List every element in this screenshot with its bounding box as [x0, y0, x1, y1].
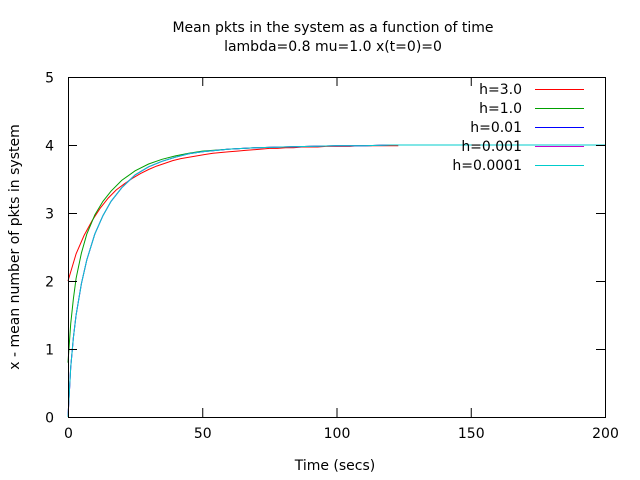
legend: h=3.0 h=1.0 h=0.01 h=0.001 h=0.0001 [452, 82, 584, 174]
x-tick-label: 150 [458, 426, 485, 442]
legend-label: h=0.0001 [452, 158, 522, 174]
chart-subtitle: lambda=0.8 mu=1.0 x(t=0)=0 [224, 39, 442, 55]
series-line-1 [67, 144, 605, 363]
y-axis-label: x - mean number of pkts in system [7, 124, 23, 369]
y-tick-label: 0 [45, 411, 54, 427]
series-line-3 [67, 144, 605, 418]
plot-border [68, 77, 606, 418]
x-tick-label: 100 [324, 426, 351, 442]
y-tick-label: 1 [45, 343, 54, 359]
series-line-4 [67, 144, 605, 418]
y-tick-label: 2 [45, 275, 54, 291]
plot-lines [67, 144, 605, 418]
y-tick-label: 5 [45, 71, 54, 87]
series-line-2 [67, 144, 605, 418]
series-line-0 [67, 145, 399, 282]
axis-ticks: 0 50 100 150 200 0 1 2 3 4 5 [45, 71, 619, 443]
x-tick-label: 200 [592, 426, 619, 442]
legend-label: h=0.01 [470, 120, 522, 136]
legend-label: h=1.0 [479, 101, 522, 117]
x-tick-label: 50 [194, 426, 212, 442]
chart-title: Mean pkts in the system as a function of… [172, 20, 493, 36]
legend-label: h=3.0 [479, 82, 522, 98]
y-tick-label: 4 [45, 139, 54, 155]
x-tick-label: 0 [64, 426, 73, 442]
legend-label: h=0.001 [461, 139, 522, 155]
y-tick-label: 3 [45, 207, 54, 223]
x-axis-label: Time (secs) [294, 458, 376, 474]
